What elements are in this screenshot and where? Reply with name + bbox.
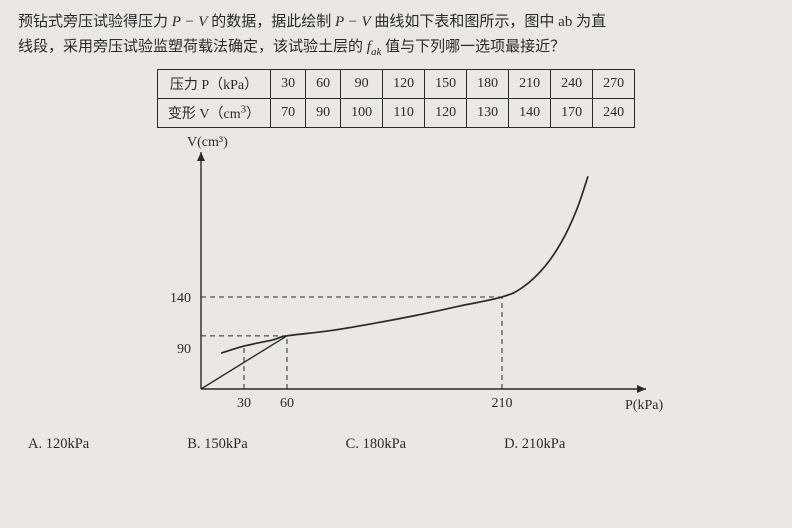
svg-text:90: 90 (177, 342, 191, 357)
row2-label-pre: 变形 V（cm (168, 107, 241, 122)
svg-text:210: 210 (492, 396, 513, 411)
svg-text:30: 30 (237, 396, 251, 411)
table-cell: 90 (341, 69, 383, 98)
question-text: 预钻式旁压试验得压力 P − V 的数据，据此绘制 P − V 曲线如下表和图所… (18, 10, 774, 61)
option-d[interactable]: D. 210kPa (504, 436, 565, 453)
table-cell: 170 (551, 98, 593, 127)
row2-label: 变形 V（cm3） (157, 98, 270, 127)
table-cell: 70 (271, 98, 306, 127)
svg-text:P(kPa): P(kPa) (625, 398, 663, 413)
option-b[interactable]: B. 150kPa (187, 436, 247, 453)
q-line1-suffix: 曲线如下表和图所示，图中 ab 为直 (374, 14, 606, 30)
svg-text:140: 140 (170, 291, 191, 306)
table-row: 变形 V（cm3） 70 90 100 110 120 130 140 170 … (157, 98, 634, 127)
q-line1-prefix: 预钻式旁压试验得压力 (18, 14, 172, 30)
table-cell: 120 (383, 69, 425, 98)
table-cell: 130 (467, 98, 509, 127)
table-cell: 100 (341, 98, 383, 127)
table-cell: 210 (509, 69, 551, 98)
svg-text:V(cm³): V(cm³) (187, 135, 228, 150)
data-table: 压力 P（kPa） 30 60 90 120 150 180 210 240 2… (157, 69, 635, 128)
option-c[interactable]: C. 180kPa (346, 436, 406, 453)
q-pv1: P − V (172, 14, 208, 30)
table-cell: 120 (425, 98, 467, 127)
options-row: A. 120kPa B. 150kPa C. 180kPa D. 210kPa (18, 436, 774, 453)
table-cell: 150 (425, 69, 467, 98)
table-cell: 90 (306, 98, 341, 127)
table-cell: 30 (271, 69, 306, 98)
q-pv2: P − V (335, 14, 371, 30)
row2-label-post: ） (246, 107, 260, 122)
table-cell: 180 (467, 69, 509, 98)
q-line2-prefix: 线段，采用旁压试验监塑荷载法确定，该试验土层的 (18, 39, 367, 55)
row1-label: 压力 P（kPa） (157, 69, 270, 98)
table-cell: 60 (306, 69, 341, 98)
svg-text:60: 60 (280, 396, 294, 411)
table-cell: 240 (551, 69, 593, 98)
table-row: 压力 P（kPa） 30 60 90 120 150 180 210 240 2… (157, 69, 634, 98)
option-a[interactable]: A. 120kPa (28, 436, 89, 453)
q-line1-mid: 的数据，据此绘制 (211, 14, 335, 30)
table-cell: 240 (593, 98, 635, 127)
q-fak-sub: ak (371, 46, 381, 58)
table-cell: 270 (593, 69, 635, 98)
table-cell: 140 (509, 98, 551, 127)
pv-chart: V(cm³) P(kPa) 90 140 30 60 210 (116, 134, 676, 434)
q-line2-suffix: 值与下列哪一选项最接近？ (385, 39, 565, 55)
table-cell: 110 (383, 98, 425, 127)
